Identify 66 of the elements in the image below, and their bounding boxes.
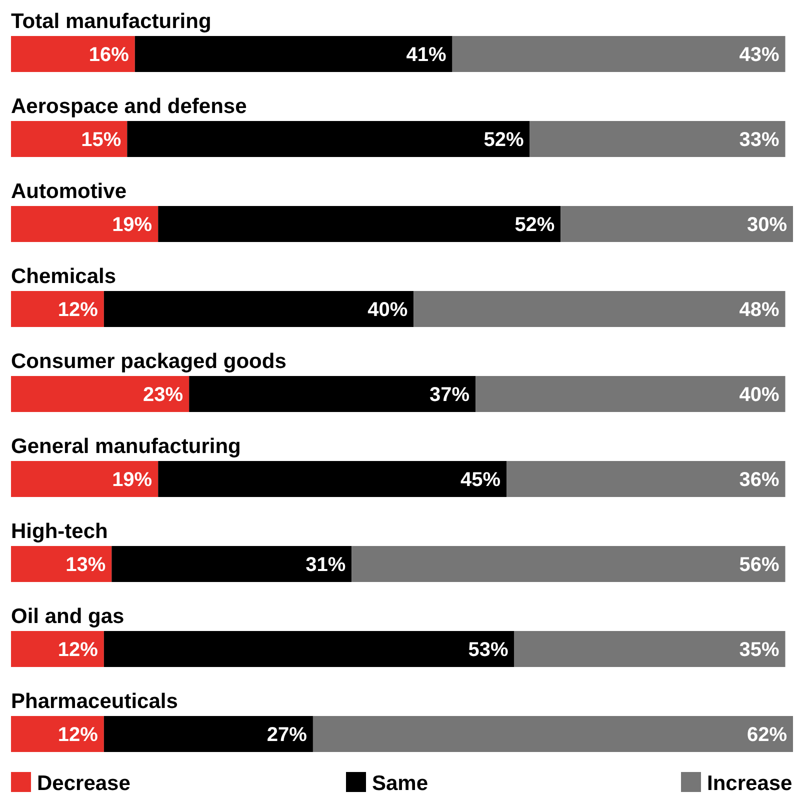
bar	[11, 376, 190, 412]
data-label: 36%	[739, 469, 780, 491]
data-label: 12%	[58, 639, 98, 661]
data-label: 37%	[430, 384, 470, 406]
y-tick-label: Total manufacturing	[11, 10, 212, 33]
bar	[134, 36, 452, 72]
legend-label: Increase	[707, 772, 792, 795]
data-label: 43%	[739, 44, 780, 66]
data-label: 27%	[266, 724, 308, 746]
data-label: 33%	[739, 129, 780, 151]
bar	[11, 36, 135, 72]
data-label: 45%	[460, 469, 501, 491]
bar	[158, 461, 507, 497]
bar	[11, 546, 112, 582]
data-label: 62%	[746, 724, 788, 746]
y-tick-label: High-tech	[11, 520, 108, 543]
bar	[11, 206, 158, 242]
data-label: 19%	[112, 214, 152, 236]
data-label: 30%	[746, 214, 788, 236]
data-label: 35%	[739, 639, 780, 661]
data-label: 53%	[468, 639, 508, 661]
data-label: 40%	[739, 384, 780, 406]
bar	[414, 291, 786, 327]
bar	[11, 716, 104, 752]
bar	[158, 206, 561, 242]
bar	[560, 206, 793, 242]
bar	[11, 291, 104, 327]
bar	[104, 291, 414, 327]
data-label: 12%	[58, 299, 98, 321]
bar	[312, 716, 793, 752]
bar	[11, 631, 104, 667]
y-tick-label: Aerospace and defense	[11, 95, 247, 118]
legend-label: Decrease	[37, 772, 130, 795]
bar	[104, 716, 313, 752]
bar	[11, 121, 128, 157]
bar	[104, 631, 514, 667]
bar	[352, 546, 786, 582]
bar	[476, 376, 786, 412]
data-label: 16%	[88, 44, 130, 66]
data-label: 15%	[81, 129, 122, 151]
data-label: 13%	[66, 554, 106, 576]
y-tick-label: General manufacturing	[11, 435, 241, 458]
bar	[11, 461, 158, 497]
y-tick-label: Chemicals	[11, 265, 116, 288]
data-label: 23%	[143, 384, 184, 406]
data-label: 48%	[739, 299, 780, 321]
data-label: 52%	[514, 214, 555, 236]
bar	[189, 376, 476, 412]
bar	[112, 546, 352, 582]
data-label: 19%	[112, 469, 152, 491]
data-label: 56%	[739, 554, 780, 576]
bar	[514, 631, 786, 667]
data-label: 52%	[484, 129, 524, 151]
legend-label: Same	[372, 772, 428, 795]
data-label: 31%	[306, 554, 346, 576]
bar	[530, 121, 786, 157]
y-tick-label: Oil and gas	[11, 605, 124, 628]
bar	[506, 461, 786, 497]
data-label: 12%	[58, 724, 98, 746]
data-label: 40%	[368, 299, 408, 321]
y-tick-label: Automotive	[11, 180, 126, 203]
y-tick-label: Consumer packaged goods	[11, 350, 286, 373]
bar	[452, 36, 786, 72]
data-label: 41%	[406, 44, 447, 66]
bar	[127, 121, 530, 157]
y-tick-label: Pharmaceuticals	[11, 690, 178, 713]
